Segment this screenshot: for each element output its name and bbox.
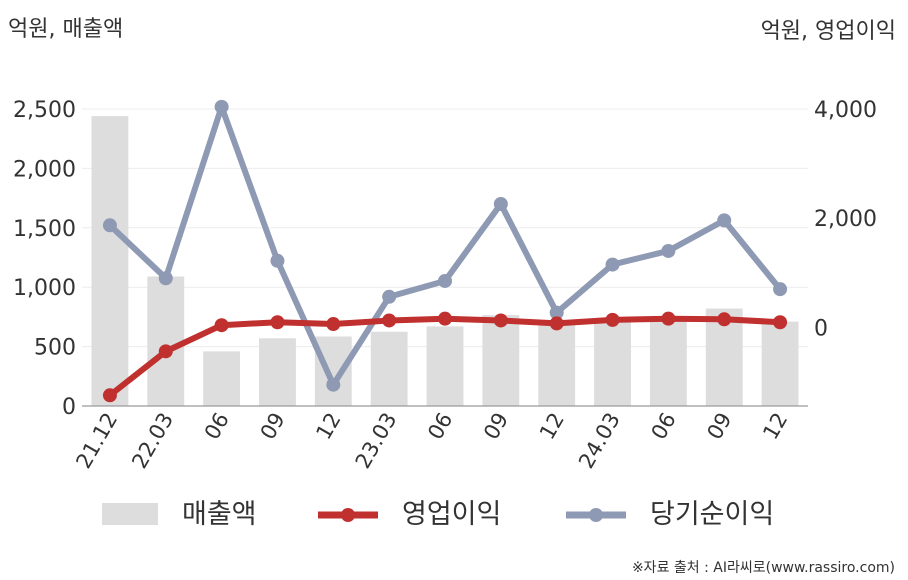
operating-profit-point	[326, 317, 341, 332]
net-income-point	[605, 257, 620, 272]
operating-profit-point	[605, 312, 620, 327]
revenue-bar	[761, 321, 799, 406]
x-tick-label: 24.03	[574, 409, 625, 473]
revenue-bar	[259, 338, 296, 406]
x-tick-label: 06	[423, 409, 457, 444]
y-axis-left-ticks: 0 500 1,000 1,500 2,000 2,500	[13, 98, 76, 420]
x-tick-label: 06	[200, 409, 234, 444]
x-tick-label: 09	[702, 409, 736, 444]
y-axis-right-ticks: 0 2,000 4,000	[814, 98, 877, 341]
operating-profit-point	[214, 318, 229, 333]
net-income-point	[773, 282, 788, 297]
net-income-point	[549, 305, 564, 320]
y-left-tick-label: 2,500	[13, 98, 76, 123]
x-axis-ticks: 21.12 22.03 06 09 12 23.03 06 09 12 24.03 06 09 12	[71, 409, 792, 473]
x-tick-label: 09	[256, 409, 290, 444]
y-left-tick-label: 0	[62, 395, 76, 420]
revenue-bar	[370, 331, 408, 406]
legend-label-operating-profit: 영업이익	[402, 499, 501, 530]
x-tick-label: 12	[311, 409, 345, 444]
x-tick-label: 22.03	[127, 409, 178, 473]
operating-profit-point	[773, 315, 788, 330]
source-note: ※자료 출처 : AI라씨로(www.rassiro.com)	[632, 560, 895, 576]
revenue-bar	[147, 276, 185, 406]
net-income-point	[326, 377, 341, 392]
net-income-point	[717, 213, 732, 228]
revenue-bar	[538, 322, 576, 406]
legend-label-revenue: 매출액	[182, 499, 257, 530]
revenue-bar	[314, 336, 352, 406]
revenue-bar	[482, 315, 520, 406]
line-series	[102, 99, 788, 403]
net-income-point	[382, 289, 397, 304]
y-left-tick-label: 1,000	[13, 276, 76, 301]
operating-profit-point	[717, 312, 732, 327]
y-left-tick-label: 500	[34, 336, 76, 361]
x-tick-label: 21.12	[71, 409, 122, 473]
revenue-bar	[91, 116, 129, 407]
y-left-tick-label: 1,500	[13, 217, 76, 242]
revenue-bar	[594, 320, 631, 406]
operating-profit-point	[158, 344, 173, 359]
right-axis-unit-label: 억원, 영업이익	[761, 19, 896, 44]
revenue-bar	[649, 318, 687, 406]
left-axis-unit-label: 억원, 매출액	[8, 17, 123, 42]
y-right-tick-label: 4,000	[814, 98, 877, 123]
operating-profit-point	[493, 313, 508, 328]
legend-marker-operating-profit	[341, 508, 355, 522]
legend-swatch-revenue	[102, 503, 158, 525]
net-income-point	[438, 273, 452, 288]
net-income-point	[102, 218, 117, 233]
operating-profit-point	[382, 313, 397, 328]
net-income-point	[493, 196, 508, 211]
operating-profit-point	[661, 311, 676, 326]
operating-profit-point	[549, 316, 564, 331]
x-tick-label: 09	[479, 409, 513, 444]
x-tick-label: 12	[758, 409, 792, 444]
revenue-bar	[426, 326, 464, 406]
gridlines	[82, 108, 808, 348]
operating-profit-point	[438, 311, 452, 326]
bar-series	[91, 116, 799, 407]
net-income-point	[661, 243, 676, 258]
y-right-tick-label: 0	[814, 316, 828, 341]
net-income-point	[158, 271, 173, 286]
operating-profit-point	[270, 315, 285, 330]
legend-label-net-income: 당기순이익	[650, 499, 774, 530]
legend: 매출액 영업이익 당기순이익	[102, 499, 774, 530]
net-income-point	[214, 99, 229, 114]
operating-profit-point	[102, 388, 117, 403]
x-tick-label: 06	[647, 409, 681, 444]
legend-marker-net-income	[589, 508, 603, 522]
x-tick-label: 23.03	[351, 409, 402, 473]
y-right-tick-label: 2,000	[814, 207, 877, 232]
x-tick-label: 12	[535, 409, 569, 444]
y-left-tick-label: 2,000	[13, 157, 76, 182]
net-income-point	[270, 253, 285, 268]
revenue-bar	[203, 351, 241, 406]
